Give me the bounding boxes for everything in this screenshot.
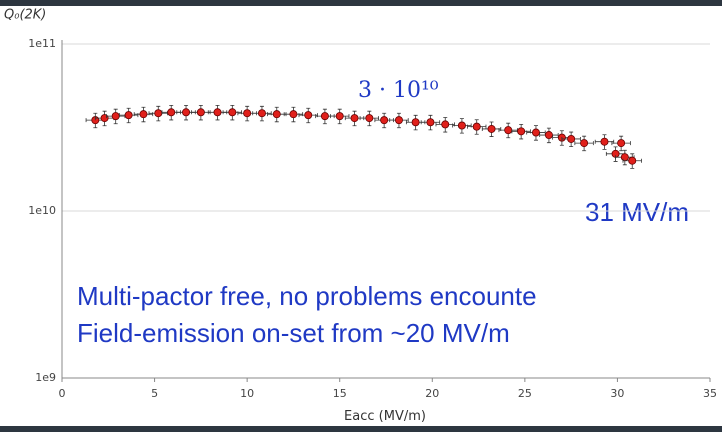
x-tick-label: 20	[425, 387, 439, 400]
x-tick-label: 15	[333, 387, 347, 400]
point	[124, 111, 133, 120]
point	[243, 109, 252, 118]
point	[167, 108, 176, 117]
point	[139, 110, 148, 119]
point	[154, 109, 163, 118]
point	[335, 112, 344, 121]
point	[394, 116, 403, 125]
y-axis-label: Q₀(2K)	[4, 8, 46, 23]
point	[580, 139, 589, 148]
point	[100, 114, 109, 123]
point	[257, 109, 266, 118]
point	[350, 114, 359, 123]
point	[544, 131, 553, 140]
point	[620, 153, 629, 162]
x-tick-label: 0	[59, 387, 66, 400]
point	[487, 124, 496, 133]
bottom-edge	[0, 426, 722, 432]
point	[196, 108, 205, 117]
point	[567, 134, 576, 143]
x-axis-label: Eacc (MV/m)	[344, 409, 426, 424]
point	[304, 111, 313, 120]
point	[272, 110, 281, 119]
point	[426, 118, 435, 127]
x-tick-label: 35	[703, 387, 717, 400]
point	[517, 127, 526, 136]
point	[380, 116, 389, 125]
point	[213, 108, 222, 117]
point	[600, 137, 609, 146]
point	[457, 121, 466, 130]
y-tick-label: 1e9	[35, 371, 56, 384]
point	[111, 112, 120, 121]
x-tick-label: 10	[240, 387, 254, 400]
top-edge	[0, 0, 722, 6]
x-tick-label: 30	[610, 387, 624, 400]
point	[617, 139, 626, 148]
point	[228, 108, 237, 117]
annotation: 31 MV/m	[585, 197, 689, 227]
point	[531, 128, 540, 137]
point	[411, 118, 420, 127]
y-tick-label: 1e11	[28, 37, 56, 50]
annotation: Multi-pactor free, no problems encounte	[77, 281, 537, 311]
annotation: Field-emission on-set from ~20 MV/m	[77, 318, 510, 348]
x-tick-label: 5	[151, 387, 158, 400]
point	[472, 122, 481, 131]
point	[182, 108, 191, 117]
point	[365, 114, 374, 123]
point	[628, 156, 637, 165]
point	[320, 112, 329, 121]
y-tick-label: 1e10	[28, 204, 56, 217]
point	[441, 120, 450, 129]
point	[289, 110, 298, 119]
x-tick-label: 25	[518, 387, 532, 400]
annotation: 3 · 10¹⁰	[358, 78, 439, 103]
point	[504, 126, 513, 135]
